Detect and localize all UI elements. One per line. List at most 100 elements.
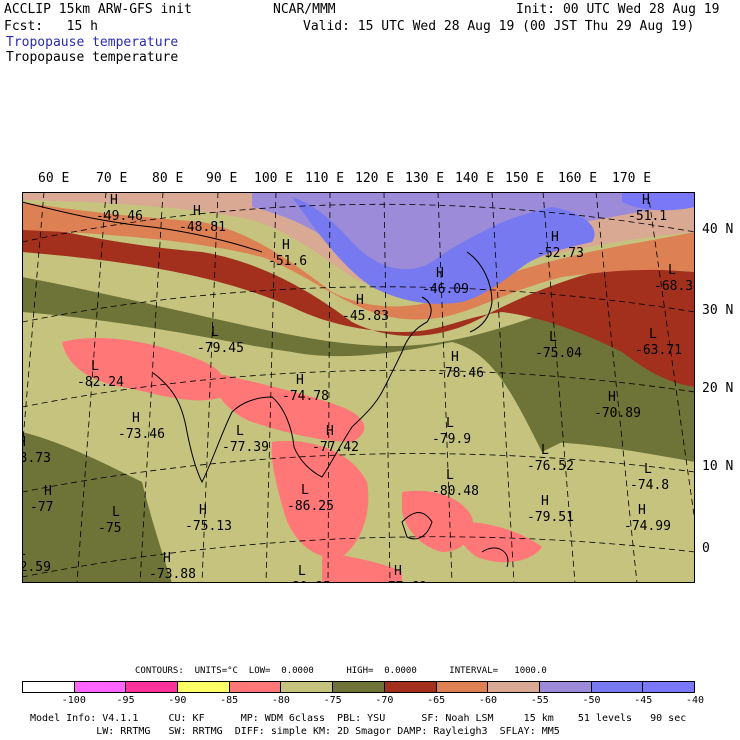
extremum-value: -52.73 (537, 246, 584, 261)
lat-label: 30 N (702, 303, 734, 318)
colorbar-swatch (74, 682, 127, 692)
extremum-value: -80.48 (432, 484, 479, 499)
cold-patch-indochina (271, 441, 369, 558)
extremum-value: -75 (98, 521, 121, 536)
colorbar-label: -55 (530, 695, 549, 706)
extremum-value: -51.1 (628, 209, 667, 224)
colorbar-swatch (539, 682, 592, 692)
field-region-west-olive (22, 452, 92, 502)
extremum-mark: H (296, 373, 304, 388)
extremum-mark: L (549, 330, 557, 345)
extremum-value: -79.9 (432, 432, 471, 447)
extremum-mark: H (326, 424, 334, 439)
extremum-mark: L (541, 443, 549, 458)
extremum-value: -79.51 (527, 510, 574, 525)
colorbar-label: -65 (427, 695, 446, 706)
colorbar-label: -90 (168, 695, 187, 706)
extremum-value: -49.46 (96, 209, 143, 224)
colorbar-label: -50 (582, 695, 601, 706)
colorbar-label: -40 (686, 695, 705, 706)
colorbar-label: -70 (375, 695, 394, 706)
lon-label: 90 E (206, 171, 238, 186)
extremum-mark: H (394, 564, 402, 579)
extremum-mark: L (236, 424, 244, 439)
extremum-value: -75.04 (535, 346, 582, 361)
lat-label: 40 N (702, 222, 734, 237)
model-info-line-2: LW: RRTMG SW: RRTMG DIFF: simple KM: 2D … (30, 726, 560, 737)
valid-time: Valid: 15 UTC Wed 28 Aug 19 (00 JST Thu … (303, 19, 695, 34)
extremum-value: -73.88 (149, 567, 196, 582)
graticule (22, 192, 695, 583)
extremum-value: -78.46 (437, 366, 484, 381)
colorbar-swatch (126, 682, 179, 692)
extremum-value: -76.52 (527, 459, 574, 474)
extremum-value: -77.42 (312, 440, 359, 455)
extremum-value: -77.69 (380, 580, 427, 583)
extremum-mark: L (644, 462, 652, 477)
colorbar-label: -80 (271, 695, 290, 706)
extremum-value: -45.83 (342, 309, 389, 324)
extremum-value: -74.8 (630, 478, 669, 493)
extremum-value: -73.46 (118, 427, 165, 442)
extremum-value: -46.09 (422, 282, 469, 297)
field-band-minus65-to-minus60 (22, 222, 695, 387)
extremum-value: -63.71 (635, 343, 682, 358)
lon-label: 160 E (558, 171, 598, 186)
extremum-mark: L (22, 544, 26, 559)
field-title-primary: Tropopause temperature (6, 35, 179, 50)
extremum-mark: H (132, 411, 140, 426)
extremum-mark: L (668, 263, 676, 278)
extremum-mark: H (436, 266, 444, 281)
extremum-mark: L (211, 325, 219, 340)
colorbar-swatch (591, 682, 644, 692)
colorbar-label: -95 (116, 695, 135, 706)
colorbar-swatch (384, 682, 437, 692)
lon-label: 110 E (305, 171, 345, 186)
colorbar-swatch (23, 682, 75, 692)
extremum-mark: H (608, 390, 616, 405)
init-time: Init: 00 UTC Wed 28 Aug 19 (516, 2, 720, 17)
extremum-value: -48.81 (179, 220, 226, 235)
field-band-minus45-to-minus40 (292, 197, 595, 304)
extremum-value: -74.78 (282, 389, 329, 404)
extremum-mark: L (301, 483, 309, 498)
lon-label: 130 E (405, 171, 445, 186)
colorbar-swatch (333, 682, 385, 692)
extremum-mark: L (298, 564, 306, 579)
colorbar-swatch (178, 682, 230, 692)
model-info-line-1: Model Info: V4.1.1 CU: KF MP: WDM 6class… (30, 713, 687, 724)
extremum-mark: H (199, 503, 207, 518)
colorbar-swatch (229, 682, 282, 692)
lon-label: 60 E (38, 171, 70, 186)
extremum-value: -82.24 (77, 375, 124, 390)
lon-label: 140 E (455, 171, 495, 186)
field-band-minus60-to-minus55 (22, 202, 695, 320)
tropopause-temperature-map: H-49.46 H-48.81H-51.1H-51.6H-52.73H-46.09… (22, 192, 695, 583)
field-region-east-olive (502, 332, 695, 462)
extremum-mark: H (163, 551, 171, 566)
extremum-value: -77.39 (222, 440, 269, 455)
colorbar-label: -75 (323, 695, 342, 706)
extremum-mark: L (112, 505, 120, 520)
colorbar-swatch (643, 682, 694, 692)
colorbar-label: -60 (478, 695, 497, 706)
extremum-mark: H (638, 503, 646, 518)
extremum-mark: L (446, 416, 454, 431)
colorbar-label: -100 (61, 695, 86, 706)
extremum-value: -74.99 (624, 519, 671, 534)
extremum-mark: H (44, 484, 52, 499)
extrema-labels: H-49.46 H-48.81H-51.1H-51.6H-52.73H-46.09… (22, 193, 695, 583)
colorbar (22, 681, 695, 693)
longitude-axis: 60 E 70 E 80 E 90 E 100 E 110 E 120 E 130 E 140 … (0, 171, 740, 187)
extremum-value: -73.73 (22, 451, 51, 466)
extremum-mark: H (541, 494, 549, 509)
extremum-mark: H (193, 204, 201, 219)
extremum-value: -68.37 (654, 279, 695, 294)
cold-patch-south (322, 552, 402, 583)
lon-label: 120 E (355, 171, 395, 186)
cold-patch-bay-of-bengal-north (212, 372, 365, 442)
colorbar-label: -45 (634, 695, 653, 706)
extremum-mark: H (451, 350, 459, 365)
colorbar-swatch (436, 682, 489, 692)
extremum-mark: H (22, 435, 26, 450)
